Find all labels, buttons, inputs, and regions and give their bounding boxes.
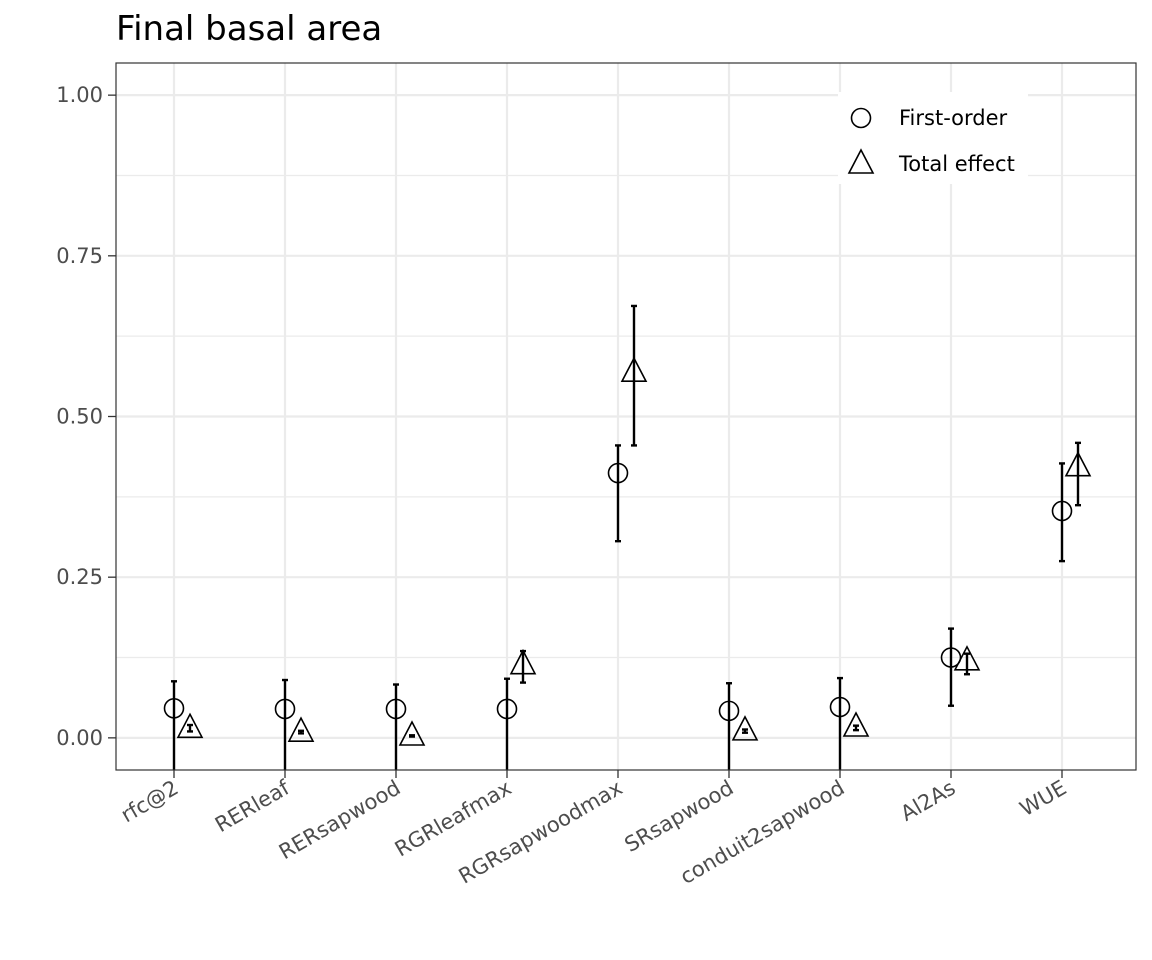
x-tick-label: Al2As — [897, 776, 960, 826]
y-tick-label: 0.25 — [56, 565, 103, 589]
x-tick-label: RERleaf — [211, 775, 294, 837]
legend-label-total-effect: Total effect — [898, 152, 1015, 176]
first-order-point — [607, 462, 629, 484]
y-tick-label: 0.00 — [56, 726, 103, 750]
legend-background — [838, 92, 1028, 184]
total-effect-point — [1064, 450, 1092, 477]
y-tick-label: 0.50 — [56, 405, 103, 429]
total-effect-point — [953, 645, 981, 671]
total-effect-point — [287, 716, 315, 742]
x-tick-label: rfc@2 — [117, 776, 183, 828]
total-effect-point — [398, 720, 426, 746]
y-tick-label: 1.00 — [56, 83, 103, 107]
chart-title: Final basal area — [116, 9, 382, 49]
first-order-point — [496, 698, 518, 720]
first-order-point — [274, 698, 296, 720]
total-effect-point — [176, 712, 204, 739]
legend-triangle-icon — [847, 148, 875, 174]
legend-label-first-order: First-order — [899, 106, 1008, 130]
legend: First-order Total effect — [838, 92, 1028, 184]
x-tick-label: WUE — [1016, 776, 1071, 821]
data-marks — [163, 304, 1092, 770]
x-axis: rfc@2 RERleafRERsapwoodRGRleafmaxRGRsapwo… — [117, 770, 1071, 889]
total-effect-point — [620, 356, 648, 383]
total-effect-point — [509, 648, 537, 675]
first-order-point — [163, 697, 185, 719]
first-order-point — [829, 696, 851, 718]
total-effect-point — [842, 711, 870, 737]
y-tick-label: 0.75 — [56, 244, 103, 268]
first-order-point — [940, 647, 962, 668]
y-axis: 0.00 0.25 0.50 0.75 1.00 — [56, 83, 116, 750]
first-order-point — [385, 698, 407, 720]
first-order-point — [718, 700, 740, 722]
x-tick-label: RERsapwood — [275, 776, 405, 865]
legend-circle-icon — [850, 107, 872, 129]
first-order-point — [1051, 500, 1073, 522]
total-effect-point — [731, 715, 759, 741]
